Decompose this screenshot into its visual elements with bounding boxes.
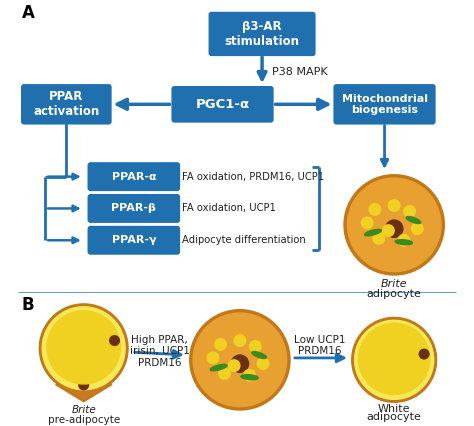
Ellipse shape: [365, 229, 382, 236]
Text: FA oxidation, UCP1: FA oxidation, UCP1: [182, 204, 276, 213]
Circle shape: [42, 307, 125, 390]
Circle shape: [244, 369, 255, 381]
Circle shape: [352, 317, 437, 402]
Circle shape: [234, 335, 246, 346]
Circle shape: [39, 304, 128, 393]
Text: PPAR-α: PPAR-α: [111, 172, 156, 181]
Ellipse shape: [241, 375, 258, 380]
Text: PGC1-α: PGC1-α: [195, 98, 250, 111]
Circle shape: [355, 320, 434, 400]
Circle shape: [207, 352, 219, 364]
Text: adipocyte: adipocyte: [367, 412, 421, 422]
Ellipse shape: [252, 351, 266, 359]
FancyBboxPatch shape: [88, 226, 180, 255]
Circle shape: [347, 178, 441, 272]
Circle shape: [228, 360, 240, 371]
Circle shape: [79, 380, 89, 390]
FancyBboxPatch shape: [88, 194, 180, 223]
Text: pre-adipocyte: pre-adipocyte: [47, 415, 120, 425]
Text: Brite: Brite: [381, 279, 408, 289]
FancyBboxPatch shape: [209, 12, 316, 56]
Circle shape: [257, 358, 269, 369]
Text: A: A: [22, 5, 35, 23]
Circle shape: [219, 368, 230, 379]
Circle shape: [398, 234, 410, 246]
Circle shape: [361, 217, 373, 229]
Text: PPAR
activation: PPAR activation: [33, 90, 100, 118]
FancyBboxPatch shape: [88, 162, 180, 191]
Polygon shape: [57, 368, 111, 401]
Circle shape: [215, 339, 227, 350]
Circle shape: [419, 349, 429, 359]
Circle shape: [190, 310, 290, 410]
Text: β3-AR
stimulation: β3-AR stimulation: [225, 20, 300, 48]
Circle shape: [383, 225, 394, 236]
Circle shape: [344, 175, 444, 275]
FancyBboxPatch shape: [333, 84, 436, 124]
Circle shape: [193, 313, 287, 406]
Text: Adipocyte differentiation: Adipocyte differentiation: [182, 235, 306, 245]
Text: adipocyte: adipocyte: [367, 289, 421, 299]
Circle shape: [404, 206, 415, 217]
Text: Low UCP1
PRDM16: Low UCP1 PRDM16: [294, 335, 346, 357]
Ellipse shape: [395, 240, 412, 245]
Circle shape: [358, 323, 430, 394]
Circle shape: [388, 200, 400, 211]
Text: FA oxidation, PRDM16, UCP1: FA oxidation, PRDM16, UCP1: [182, 172, 324, 181]
Circle shape: [109, 336, 119, 345]
FancyBboxPatch shape: [21, 84, 112, 124]
Text: PPAR-γ: PPAR-γ: [111, 235, 156, 245]
Text: Mitochondrial
biogenesis: Mitochondrial biogenesis: [342, 94, 428, 115]
Text: High PPAR,
irisin, UCP1
PRDM16: High PPAR, irisin, UCP1 PRDM16: [130, 335, 190, 368]
Text: B: B: [22, 296, 35, 314]
Ellipse shape: [406, 216, 421, 224]
Text: P38 MAPK: P38 MAPK: [272, 66, 328, 77]
Ellipse shape: [210, 364, 227, 371]
FancyBboxPatch shape: [172, 86, 273, 123]
Text: Brite: Brite: [71, 405, 96, 415]
Circle shape: [47, 311, 120, 384]
Text: White: White: [378, 404, 410, 414]
Circle shape: [373, 233, 384, 244]
Circle shape: [231, 355, 248, 372]
Circle shape: [249, 340, 261, 352]
Text: PPAR-β: PPAR-β: [111, 204, 156, 213]
Circle shape: [411, 223, 423, 234]
Circle shape: [369, 204, 381, 215]
Circle shape: [385, 220, 403, 237]
